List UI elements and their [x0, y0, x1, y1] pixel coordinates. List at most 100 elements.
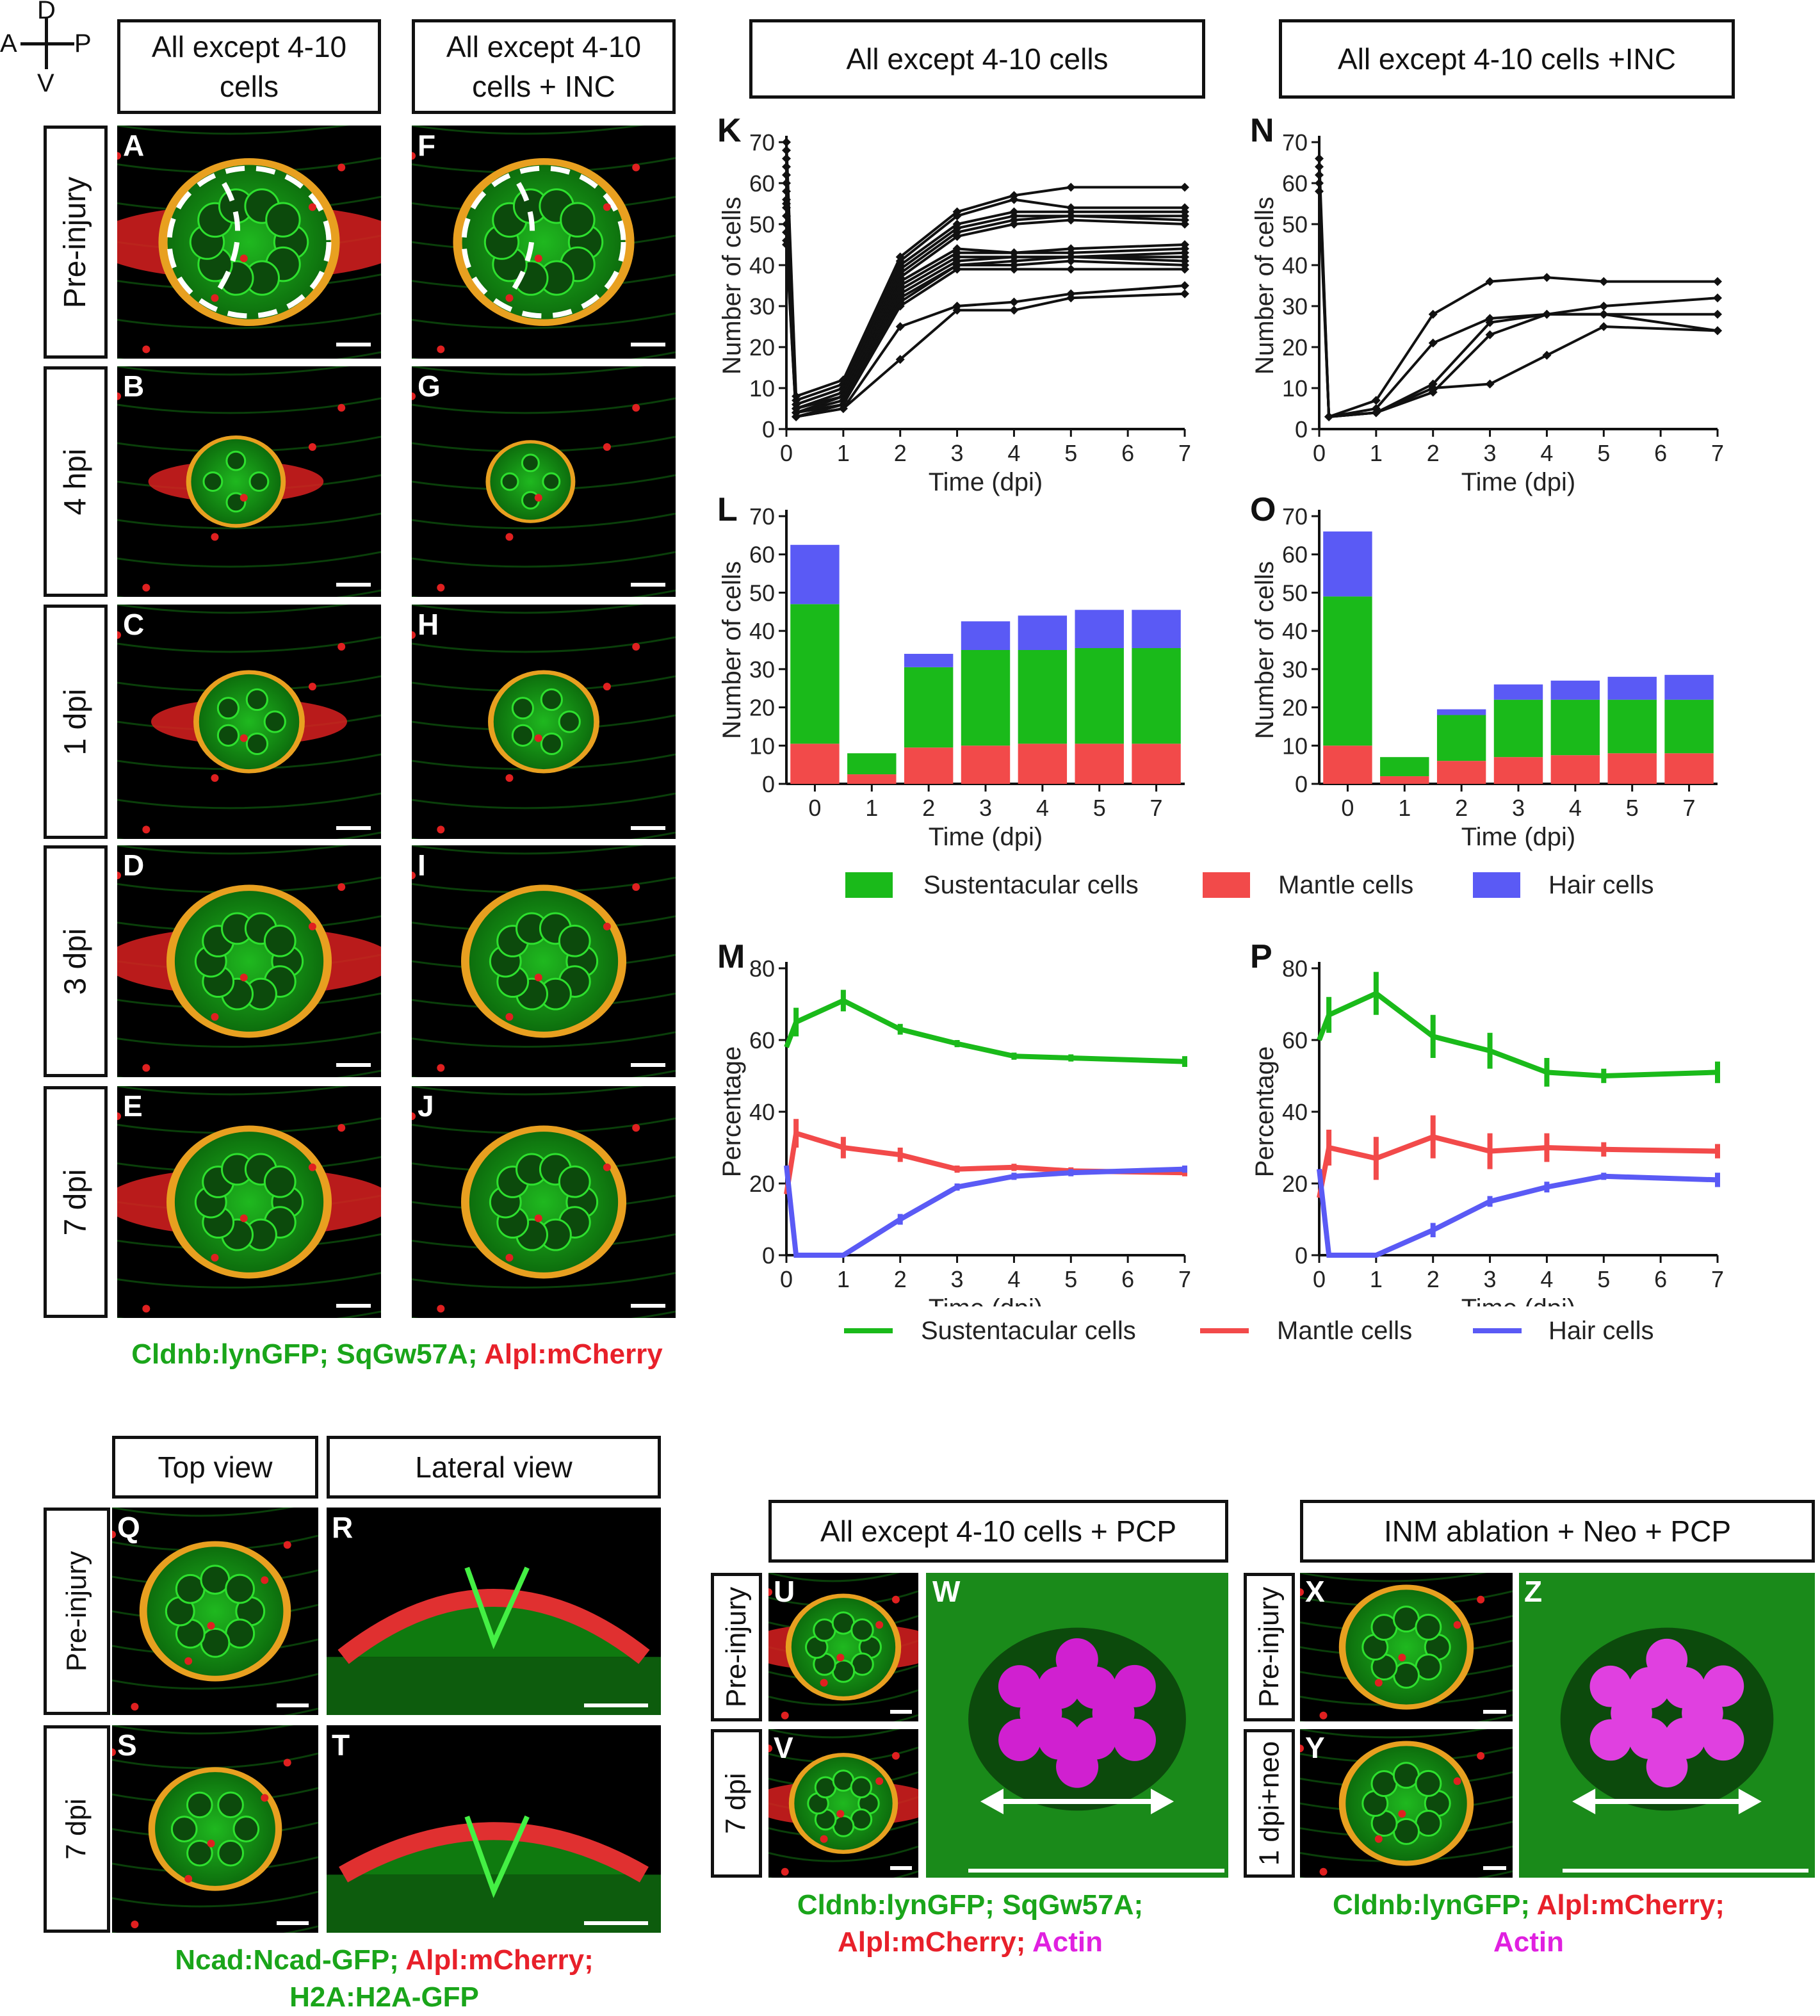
data-point — [1009, 264, 1019, 274]
panel-letter-u: U — [774, 1575, 795, 1608]
micrograph-g — [412, 366, 676, 597]
series-line — [1318, 158, 1718, 419]
panel-letter-l: L — [717, 491, 738, 528]
y-tick-label: 20 — [1282, 334, 1308, 361]
x-tick-label: 5 — [1064, 440, 1077, 466]
y-tick-label: 40 — [1282, 252, 1308, 279]
panel-letter-q: Q — [117, 1511, 140, 1544]
x-tick-label: 4 — [1036, 795, 1049, 821]
y-tick-label: 40 — [749, 1099, 775, 1125]
legend-line-mantle — [1200, 1328, 1249, 1333]
y-tick-label: 60 — [1282, 1027, 1308, 1053]
scale-bar — [1483, 1866, 1506, 1870]
series-line — [1317, 1134, 1718, 1199]
bar-segment — [961, 621, 1011, 650]
x-tick-label: 1 — [837, 440, 850, 466]
bar-segment — [1075, 744, 1124, 784]
panel-letter-d: D — [123, 849, 145, 882]
y-axis-label: Number of cells — [1251, 561, 1279, 739]
x-tick-label: 3 — [951, 1266, 964, 1292]
data-point — [1009, 220, 1019, 229]
y-tick-label: 20 — [749, 334, 775, 361]
y-tick-label: 0 — [1295, 416, 1308, 443]
x-tick-label: 7 — [1178, 1266, 1191, 1292]
bar-segment — [1664, 753, 1714, 784]
panel-letter-o: O — [1250, 491, 1276, 528]
legend-label-sustentacular: Sustentacular cells — [923, 871, 1139, 899]
data-point — [1066, 183, 1076, 192]
data-point — [1599, 277, 1609, 286]
legend-line-label-hair: Hair cells — [1548, 1317, 1654, 1345]
bar-segment — [1493, 757, 1543, 784]
x-tick-label: 2 — [922, 795, 935, 821]
y-tick-label: 70 — [749, 129, 775, 156]
data-point — [1485, 379, 1495, 389]
x-tick-label: 0 — [808, 795, 821, 821]
x-tick-label: 1 — [1370, 440, 1383, 466]
header-top-view: Top view — [112, 1436, 318, 1499]
data-point — [1713, 277, 1722, 286]
micrograph-w — [926, 1573, 1228, 1878]
y-tick-label: 60 — [1282, 542, 1308, 568]
panel-letter-j: J — [418, 1089, 434, 1123]
data-point — [895, 302, 905, 311]
panel-letter-z: Z — [1524, 1575, 1543, 1608]
bar-segment — [1550, 680, 1600, 700]
row-label-4hpi: 4 hpi — [44, 366, 108, 597]
series-line — [785, 191, 1185, 411]
bar-segment — [1550, 755, 1600, 784]
data-point — [1713, 309, 1722, 319]
data-point — [838, 404, 848, 413]
bar-segment — [847, 753, 897, 775]
x-tick-label: 5 — [1597, 1266, 1610, 1292]
legend-swatch-hair — [1473, 872, 1520, 898]
data-point — [1180, 220, 1189, 229]
micrograph-b — [117, 366, 381, 597]
orientation-compass: D V A P — [0, 0, 96, 102]
bar-segment — [1018, 744, 1068, 784]
x-tick-label: 0 — [1313, 440, 1326, 466]
data-point — [1315, 154, 1324, 163]
data-point — [1428, 338, 1438, 348]
micrograph-e — [117, 1086, 381, 1318]
series-line — [1318, 191, 1718, 418]
bar-segment — [1550, 699, 1600, 756]
axis-group: 020406080PercentageTime (dpi) — [718, 955, 1185, 1306]
data-point — [1485, 318, 1495, 327]
data-point — [1542, 309, 1552, 319]
header-col2: All except 4-10 cells + INC — [412, 19, 676, 114]
bar-segment — [904, 653, 954, 667]
row-label-s: 7 dpi — [44, 1725, 110, 1933]
scale-bar — [584, 1921, 648, 1925]
legend-line-hair — [1473, 1328, 1522, 1333]
micrograph-u — [768, 1573, 918, 1721]
data-point — [1428, 384, 1438, 393]
bar-segment — [1380, 757, 1429, 777]
micrograph-j — [412, 1086, 676, 1318]
header-inm: INM ablation + Neo + PCP — [1300, 1500, 1815, 1563]
bar-segment — [1323, 596, 1372, 746]
y-tick-label: 20 — [749, 695, 775, 721]
data-point — [1315, 179, 1324, 188]
y-tick-label: 20 — [1282, 695, 1308, 721]
micrograph-s — [112, 1725, 318, 1933]
y-tick-label: 80 — [749, 955, 775, 982]
legend-swatch-mantle — [1203, 872, 1250, 898]
data-point — [1315, 170, 1324, 180]
y-axis-label: Number of cells — [718, 197, 746, 375]
data-point — [782, 186, 791, 196]
data-point — [1542, 350, 1552, 360]
compass-p: P — [74, 29, 92, 58]
bar-segment — [961, 650, 1011, 746]
data-point — [1371, 396, 1381, 405]
x-tick-label: 1 — [865, 795, 878, 821]
caption-top: Cldnb:lynGFP; SqGw57A; Alpl:mCherry — [131, 1338, 663, 1370]
x-tick-label: 5 — [1597, 440, 1610, 466]
x-tick-label: 2 — [1427, 1266, 1440, 1292]
bar-segment — [904, 747, 954, 784]
y-tick-label: 0 — [1295, 1242, 1308, 1269]
data-point — [1009, 305, 1019, 315]
bar-segment — [1493, 699, 1543, 758]
